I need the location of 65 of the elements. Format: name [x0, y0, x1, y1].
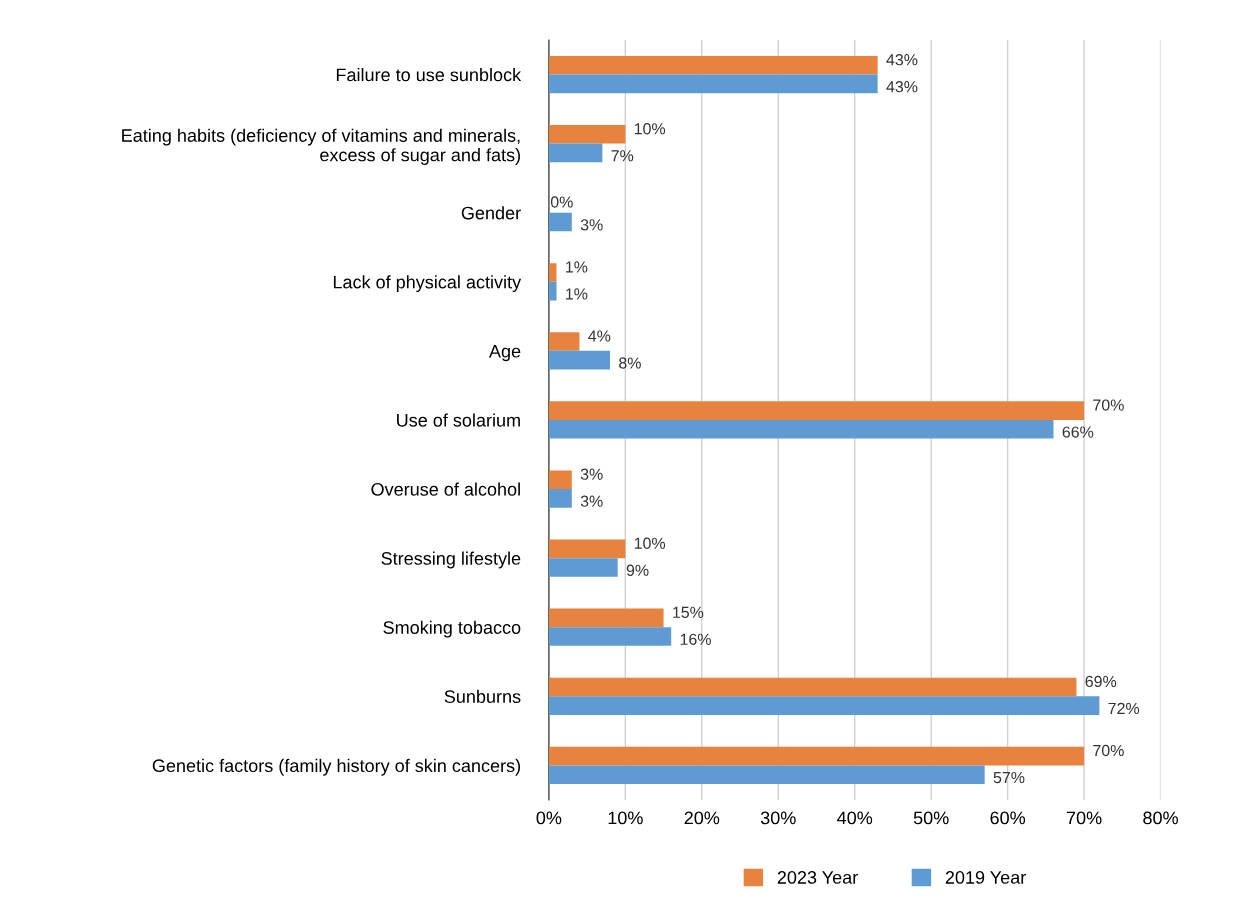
data-label: 69% — [1085, 675, 1117, 688]
bar — [548, 470, 572, 490]
bar — [548, 627, 672, 646]
bar — [548, 608, 664, 628]
bar — [548, 124, 626, 144]
data-label: 70% — [1093, 744, 1124, 757]
y-tick-label: Genetic factors (family history of skin cancers) — [152, 758, 520, 776]
x-tick-label: 10% — [608, 811, 643, 825]
data-label: 7% — [611, 150, 634, 162]
data-label: 70% — [1093, 399, 1124, 411]
x-tick-label: 40% — [837, 811, 873, 825]
bar — [548, 212, 572, 232]
x-tick-label: 60% — [990, 811, 1026, 825]
data-label: 4% — [588, 330, 611, 342]
data-label: 8% — [619, 357, 641, 369]
data-label: 1% — [566, 261, 588, 273]
y-tick-label: Smoking tobacco — [383, 620, 521, 638]
bar — [548, 143, 603, 163]
data-label: 16% — [680, 633, 711, 645]
bar — [548, 696, 1100, 715]
data-label: 66% — [1062, 426, 1094, 438]
data-label: 43% — [886, 54, 918, 66]
data-label: 0% — [550, 196, 573, 208]
y-tick-label: Gender — [461, 206, 521, 220]
data-label: 3% — [580, 495, 603, 507]
bar — [548, 55, 878, 75]
data-label: 43% — [886, 81, 918, 93]
y-tick-label: Lack of physical activity — [333, 275, 522, 293]
y-tick-label: Use of solarium — [397, 413, 520, 427]
legend-label: 2023 Year — [777, 871, 858, 884]
data-label: 10% — [634, 537, 666, 549]
bar — [548, 677, 1077, 697]
bar — [548, 419, 1054, 439]
y-tick-label: Eating habits (deficiency of vitamins and minerals, excess of sugar and fats) — [122, 128, 520, 165]
data-label: 9% — [626, 564, 649, 576]
data-label: 10% — [634, 123, 666, 135]
bar — [548, 765, 985, 785]
data-label: 3% — [580, 468, 603, 480]
bar — [548, 263, 557, 282]
bar — [548, 281, 557, 301]
bar — [548, 558, 618, 577]
x-tick-label: 50% — [913, 811, 949, 825]
y-tick-label: Failure to use sunblock — [336, 68, 522, 82]
x-tick-label: 80% — [1143, 811, 1178, 825]
bar — [548, 74, 878, 94]
data-label: 3% — [580, 219, 603, 231]
data-label: 1% — [566, 288, 588, 300]
bar — [548, 489, 572, 508]
data-label: 57% — [993, 771, 1025, 784]
legend-label: 2019 Year — [945, 871, 1026, 884]
data-label: 15% — [673, 606, 704, 618]
y-tick-label: Overuse of alcohol — [371, 482, 520, 496]
data-label: 72% — [1108, 702, 1140, 715]
x-tick-label: 0% — [536, 811, 562, 825]
y-tick-label: Stressing lifestyle — [381, 551, 521, 569]
y-tick-label: Sunburns — [444, 689, 521, 704]
x-tick-label: 30% — [760, 811, 796, 825]
x-tick-label: 70% — [1066, 811, 1102, 825]
bar — [548, 746, 1085, 766]
bar — [548, 350, 611, 370]
bar — [548, 332, 580, 351]
x-tick-label: 20% — [684, 811, 720, 825]
bar — [548, 539, 626, 559]
y-tick-label: Age — [489, 344, 521, 362]
bar — [548, 401, 1085, 420]
